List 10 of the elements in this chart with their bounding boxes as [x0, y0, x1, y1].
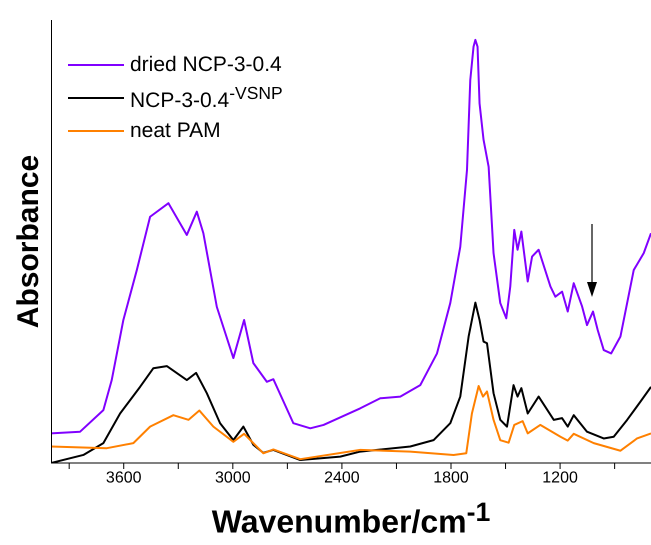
x-tick-label: 3600 [106, 469, 142, 486]
legend-label: dried NCP-3-0.4 [130, 52, 282, 76]
x-tick-label: 3000 [215, 469, 251, 486]
x-tick-label: 1800 [433, 469, 469, 486]
x-axis-title: Wavenumber/cm$^{-1}$ [210, 497, 492, 541]
y-axis-title: Absorbance [12, 154, 45, 328]
legend-label: NCP-3-0.4$^{-VSNP}$ [130, 82, 283, 112]
x-tick-label: 1200 [542, 469, 578, 486]
x-tick-label: 2400 [324, 469, 360, 486]
legend-label: neat PAM [130, 118, 221, 142]
